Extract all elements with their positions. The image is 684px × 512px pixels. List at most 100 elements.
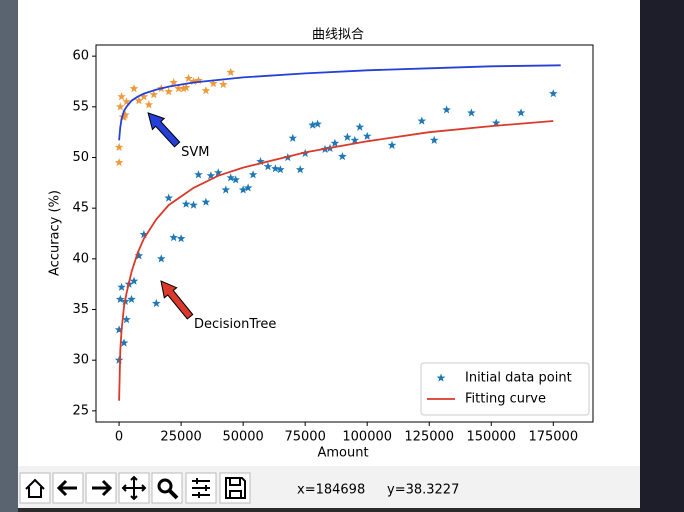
data-point [194,76,203,85]
data-point [189,200,198,209]
data-point [243,183,253,192]
data-point [355,122,364,131]
legend-label: Initial data point [465,371,572,386]
data-point [144,100,154,109]
y-tick-label: 55 [72,99,89,114]
x-tick-label: 150000 [466,430,516,445]
data-point [467,108,476,117]
data-point [181,83,191,92]
data-point [492,118,501,127]
data-point [338,152,347,161]
zoom-icon-handle [168,489,179,500]
data-point [313,119,322,128]
plot-frame [95,44,594,423]
toolbar-buttons[interactable] [19,472,251,504]
pan-icon [121,475,147,501]
data-point [209,79,218,88]
data-point [238,185,248,194]
background-window [0,0,18,512]
data-point [549,89,558,98]
data-point [114,142,124,151]
annotation-arrow [147,112,181,148]
data-point [214,168,223,177]
data-point [308,120,317,129]
data-point [169,78,178,87]
home-icon [25,478,45,498]
annotation-text: SVM [181,145,209,160]
data-point [117,282,126,291]
back-icon [56,479,77,497]
data-point [271,164,280,173]
y-tick-label: 30 [72,353,89,368]
legend-box [420,362,590,416]
data-point [164,193,173,202]
data-point [276,165,285,174]
data-point [516,108,526,117]
data-point [134,96,144,105]
data-point [343,132,352,141]
y-tick-label: 40 [72,251,89,266]
data-point [206,171,216,180]
data-point [417,116,427,125]
status-y: y=38.3227 [387,483,459,498]
y-tick-label: 60 [72,49,89,64]
data-point [129,84,139,93]
zoom-icon [157,478,173,494]
home-button[interactable] [19,472,51,504]
data-point [189,77,198,86]
background-editor [640,0,684,512]
x-tick-label: 0 [115,430,123,445]
y-tick-label: 25 [72,403,89,418]
x-tick-label: 175000 [528,430,578,445]
data-point [429,135,439,144]
data-point [263,162,273,171]
data-point [139,230,149,239]
y-tick-label: 45 [72,201,89,216]
fit-curve [118,64,561,141]
data-point [194,170,203,179]
data-point [442,105,451,114]
y-tick-label: 35 [72,302,89,317]
data-point [256,157,265,166]
data-point [134,251,144,260]
save-icon [225,477,246,499]
x-tick-label: 25000 [160,430,201,445]
legend-label: Fitting curve [465,392,546,407]
annotation-text: DecisionTree [194,317,276,332]
data-point [226,173,235,182]
data-point [127,294,136,303]
data-point [116,294,125,303]
x-tick-label: 125000 [404,430,454,445]
data-point [226,67,235,76]
data-point [122,97,131,106]
y-tick-label: 50 [72,150,89,165]
zoom-button[interactable] [151,472,183,504]
data-point [179,84,188,93]
x-tick-label: 75000 [284,430,325,445]
data-point [157,254,166,263]
chart-title: 曲线拟合 [312,28,364,43]
data-point [152,298,161,308]
figure [18,0,640,508]
data-point [117,92,126,101]
data-point [121,110,130,119]
data-point [219,80,228,89]
legend-marker [436,373,446,382]
data-point [184,73,193,83]
data-point [164,87,173,96]
data-point [295,165,305,174]
x-tick-label: 100000 [342,430,392,445]
data-point [201,197,211,206]
data-point [181,199,191,208]
data-point [129,276,139,285]
subplots-icon [192,478,210,498]
data-point [231,175,240,184]
data-point [221,185,231,194]
data-point [248,170,258,179]
data-point [387,140,397,149]
status-x: x=184698 [297,483,365,498]
data-point [114,158,124,167]
data-point [114,355,124,364]
data-point [122,315,131,324]
